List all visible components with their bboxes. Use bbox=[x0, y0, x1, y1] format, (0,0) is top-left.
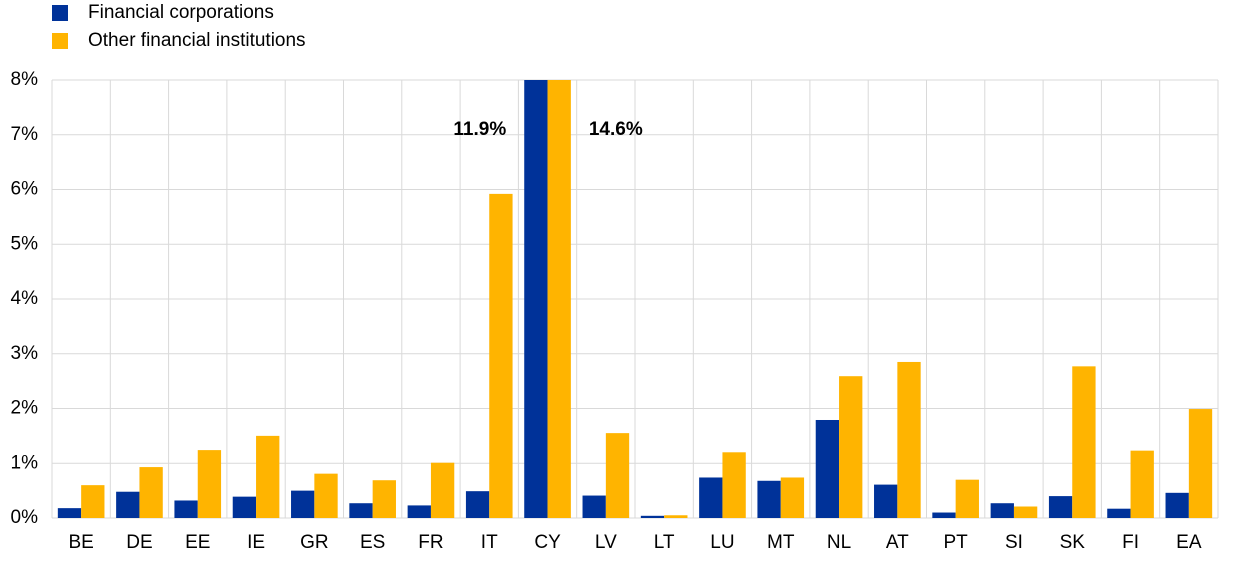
bar bbox=[547, 80, 571, 518]
x-tick-label: LT bbox=[654, 532, 675, 553]
bar bbox=[489, 193, 513, 518]
x-tick-label: FI bbox=[1122, 532, 1139, 553]
bar bbox=[314, 473, 338, 518]
y-tick-label: 6% bbox=[11, 179, 39, 200]
x-tick-label: LV bbox=[595, 532, 617, 553]
bar bbox=[139, 467, 163, 518]
x-tick-label: DE bbox=[126, 532, 152, 553]
x-tick-label: LU bbox=[710, 532, 734, 553]
bar bbox=[465, 491, 490, 518]
bar bbox=[291, 490, 315, 518]
bar bbox=[1048, 496, 1073, 518]
y-tick-label: 2% bbox=[11, 398, 39, 419]
x-tick-label: BE bbox=[68, 532, 93, 553]
bar bbox=[524, 80, 548, 518]
y-tick-label: 4% bbox=[11, 288, 39, 309]
x-tick-label: IE bbox=[247, 532, 265, 553]
y-tick-label: 7% bbox=[11, 124, 39, 145]
x-tick-label: PT bbox=[944, 532, 969, 553]
x-tick-label: NL bbox=[827, 532, 851, 553]
x-tick-label: IT bbox=[481, 532, 498, 553]
bar bbox=[815, 419, 840, 518]
bar bbox=[1072, 366, 1096, 518]
x-tick-label: ES bbox=[360, 532, 385, 553]
legend-swatch bbox=[52, 5, 68, 21]
bar bbox=[1188, 409, 1213, 518]
y-tick-label: 5% bbox=[11, 233, 39, 254]
bar bbox=[256, 435, 280, 518]
value-label: 11.9% bbox=[453, 119, 506, 140]
bar bbox=[839, 376, 863, 518]
bar bbox=[780, 477, 805, 518]
legend-label: Financial corporations bbox=[88, 2, 274, 23]
bar bbox=[990, 503, 1014, 518]
y-tick-label: 8% bbox=[11, 69, 39, 90]
bar bbox=[197, 450, 222, 518]
bar bbox=[1165, 492, 1189, 518]
x-tick-label: FR bbox=[418, 532, 443, 553]
grid bbox=[51, 79, 1219, 519]
legend-swatch bbox=[52, 33, 68, 49]
bar bbox=[932, 512, 956, 518]
bar bbox=[874, 484, 898, 518]
bar bbox=[722, 452, 746, 518]
bars bbox=[57, 80, 1213, 518]
bar bbox=[605, 433, 630, 518]
x-tick-label: CY bbox=[534, 532, 561, 553]
bar bbox=[757, 480, 781, 518]
bar bbox=[430, 462, 455, 518]
bar bbox=[664, 515, 688, 518]
bar bbox=[582, 495, 606, 518]
bar bbox=[81, 485, 105, 518]
bar bbox=[349, 503, 373, 518]
bar bbox=[640, 515, 665, 518]
bar bbox=[1013, 506, 1038, 518]
y-tick-label: 1% bbox=[11, 452, 39, 473]
bar bbox=[116, 491, 140, 518]
bar bbox=[1130, 450, 1154, 518]
bar bbox=[232, 496, 257, 518]
bar bbox=[897, 361, 921, 518]
bar bbox=[955, 479, 979, 518]
bar bbox=[699, 477, 723, 518]
bar bbox=[372, 480, 396, 518]
x-tick-label: SI bbox=[1005, 532, 1023, 553]
bar bbox=[1107, 508, 1131, 518]
x-tick-label: MT bbox=[767, 532, 795, 553]
y-tick-label: 0% bbox=[11, 507, 39, 528]
x-tick-label: EA bbox=[1176, 532, 1202, 553]
legend-label: Other financial institutions bbox=[88, 30, 306, 51]
bar bbox=[174, 500, 198, 518]
y-tick-label: 3% bbox=[11, 343, 39, 364]
x-tick-label: SK bbox=[1060, 532, 1086, 553]
x-tick-label: AT bbox=[886, 532, 909, 553]
bar bbox=[407, 505, 431, 518]
x-tick-label: GR bbox=[300, 532, 329, 553]
x-tick-label: EE bbox=[185, 532, 210, 553]
value-label: 14.6% bbox=[589, 119, 643, 140]
bar bbox=[57, 508, 82, 518]
